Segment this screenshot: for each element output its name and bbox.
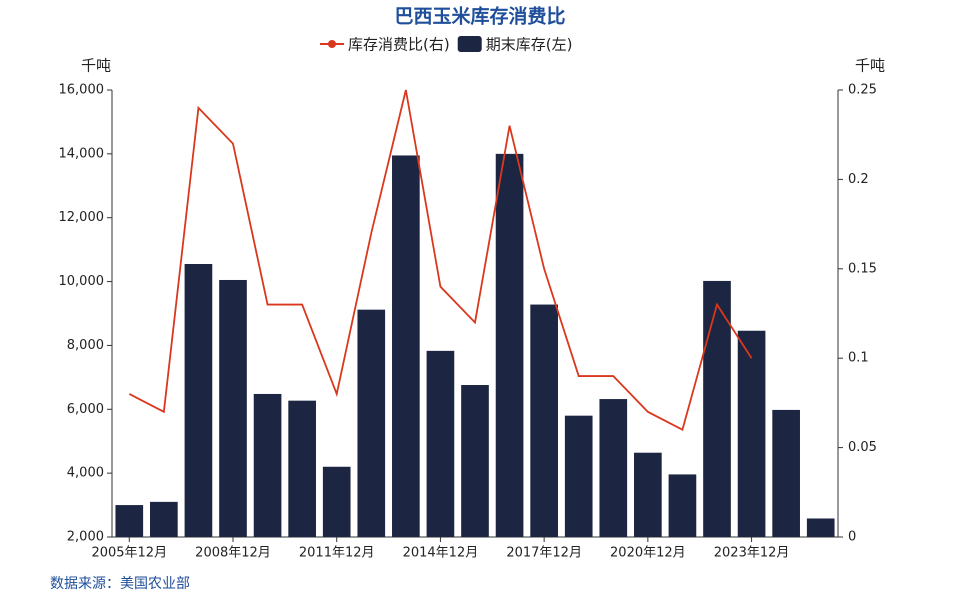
legend-dot [328,40,336,48]
source: 数据来源：美国农业部 [50,576,190,592]
y-tick-label: 10,000 [59,274,105,289]
bar [392,155,420,538]
y2-tick-label: 0.25 [848,83,877,98]
bar [668,474,697,537]
chart-title: 巴西玉米库存消费比 [394,5,565,28]
bar [703,280,731,537]
bar [634,452,662,537]
bar [599,399,628,537]
bar [288,400,316,537]
legend-label: 库存消费比(右) [348,36,450,54]
bar [150,501,178,537]
x-tick-label: 2014年12月 [403,546,479,561]
bar [115,505,144,537]
line [128,89,753,432]
legend-swatch [457,36,482,52]
y2-unit: 千吨 [855,57,885,75]
bar [461,385,489,537]
bar [253,393,282,537]
y2-tick-label: 0.15 [848,261,877,276]
bar [357,309,386,537]
y-tick-label: 14,000 [59,146,105,161]
legend-label: 期末库存(左) [486,36,573,54]
x-tick-label: 2011年12月 [299,546,375,561]
y-tick-label: 4,000 [67,466,104,481]
y-tick-label: 6,000 [67,402,104,417]
y-tick-label: 2,000 [67,530,104,545]
bar [495,153,524,537]
y-tick-label: 16,000 [59,83,105,98]
bar [219,279,247,537]
bar [772,409,800,537]
bar [322,466,351,537]
x-tick-label: 2008年12月 [195,546,271,561]
x-tick-label: 2020年12月 [610,546,686,561]
bar [426,350,455,537]
bar [530,304,558,537]
y-unit: 千吨 [81,57,111,75]
y-tick-label: 8,000 [67,338,104,353]
y2-tick-label: 0.1 [848,351,869,366]
y2-tick-label: 0.2 [848,172,869,187]
bar [564,415,593,537]
y-tick-label: 12,000 [59,210,105,225]
bar [184,264,213,537]
x-tick-label: 2017年12月 [506,546,582,561]
y2-tick-label: 0 [848,530,856,545]
y2-tick-label: 0.05 [848,440,877,455]
bar [737,330,766,537]
x-tick-label: 2023年12月 [714,546,790,561]
bar [806,518,835,537]
x-tick-label: 2005年12月 [91,546,167,561]
